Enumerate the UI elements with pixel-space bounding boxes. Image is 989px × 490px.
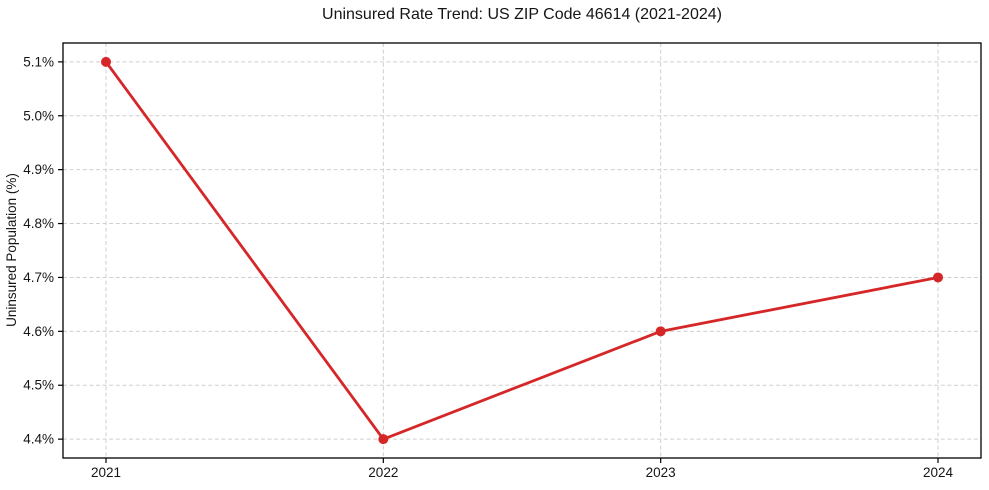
chart-title: Uninsured Rate Trend: US ZIP Code 46614 … bbox=[322, 6, 722, 23]
data-point bbox=[378, 434, 389, 445]
y-tick-label: 4.7% bbox=[23, 270, 54, 285]
plot-border bbox=[62, 42, 982, 459]
data-point bbox=[100, 56, 111, 67]
x-tick-label: 2022 bbox=[368, 465, 398, 480]
data-point bbox=[655, 326, 666, 337]
y-tick-label: 4.5% bbox=[23, 378, 54, 393]
x-tick-label: 2023 bbox=[646, 465, 676, 480]
trend-line bbox=[104, 60, 940, 441]
data-point bbox=[933, 272, 944, 283]
y-tick-label: 4.9% bbox=[23, 162, 54, 177]
y-tick-label: 5.1% bbox=[23, 54, 54, 69]
y-tick-label: 5.0% bbox=[23, 108, 54, 123]
x-tick-label: 2024 bbox=[923, 465, 954, 480]
y-tick-label: 4.8% bbox=[23, 216, 54, 231]
y-tick-label: 4.6% bbox=[23, 324, 54, 339]
y-tick-label: 4.4% bbox=[23, 432, 54, 447]
x-tick-label: 2021 bbox=[91, 465, 121, 480]
